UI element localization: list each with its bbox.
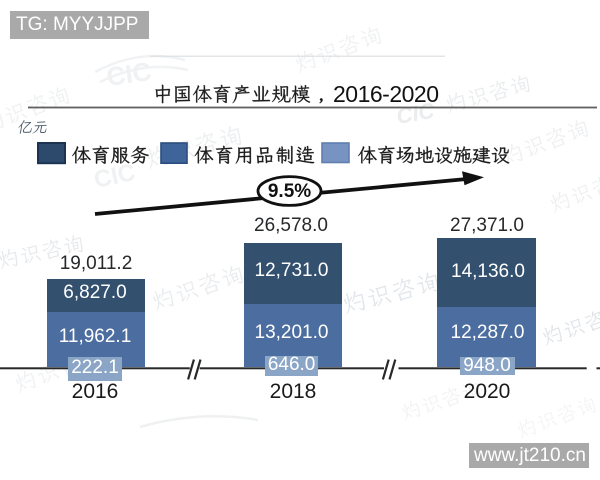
svg-text:CIC: CIC bbox=[92, 159, 138, 194]
svg-text:CIC: CIC bbox=[105, 56, 154, 92]
